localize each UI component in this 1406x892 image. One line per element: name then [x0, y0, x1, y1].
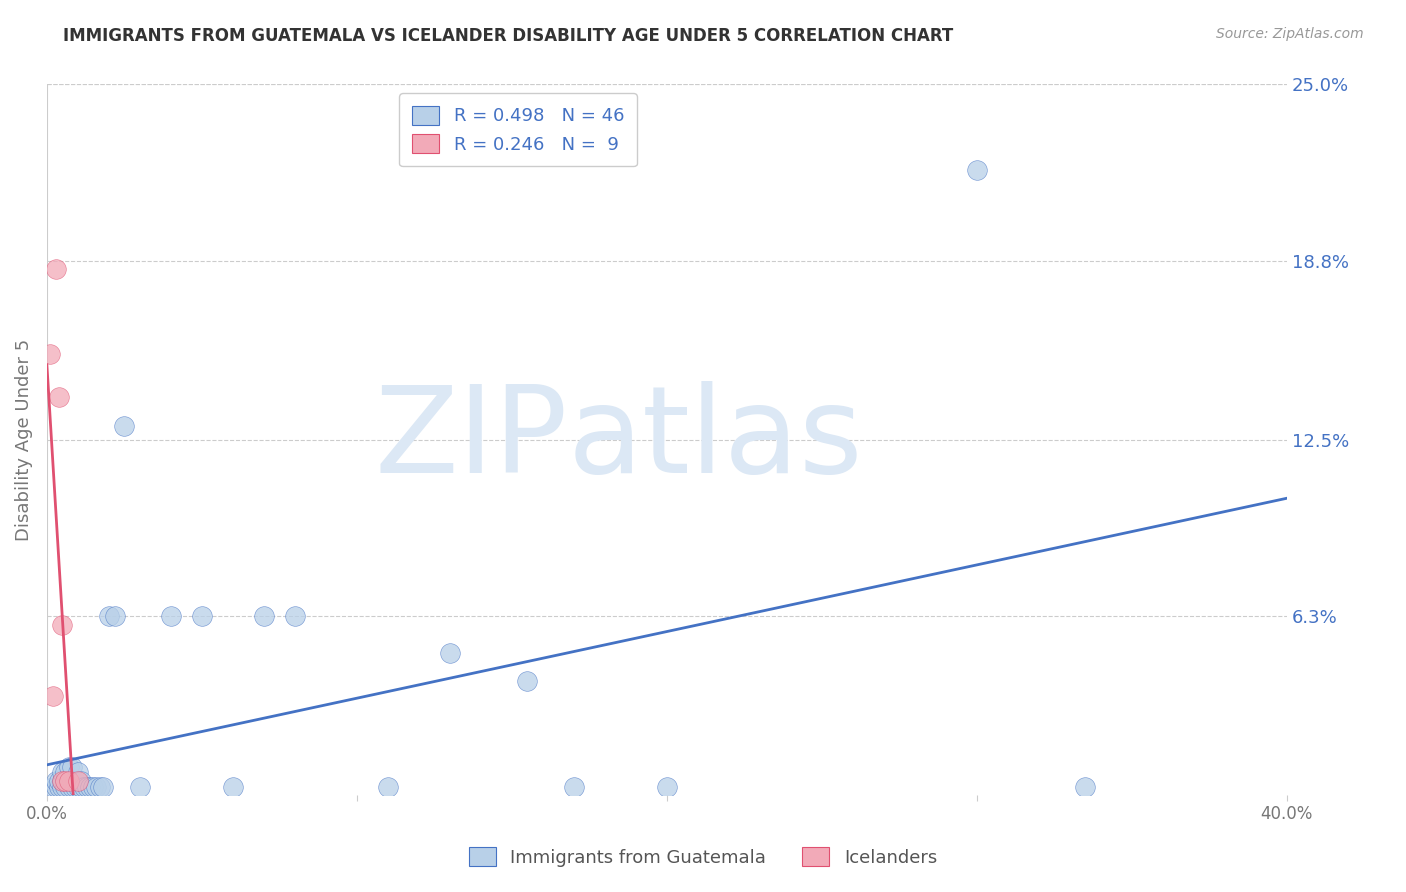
- Point: [48, 773, 70, 788]
- Point: [562, 780, 585, 794]
- Point: [97, 609, 120, 624]
- Text: Source: ZipAtlas.com: Source: ZipAtlas.com: [1216, 27, 1364, 41]
- Point: [82, 780, 104, 794]
- Point: [48, 390, 70, 404]
- Point: [128, 780, 150, 794]
- Point: [55, 780, 77, 794]
- Point: [63, 780, 86, 794]
- Point: [48, 780, 70, 794]
- Legend: R = 0.498   N = 46, R = 0.246   N =  9: R = 0.498 N = 46, R = 0.246 N = 9: [399, 94, 637, 167]
- Point: [51, 617, 73, 632]
- Point: [51, 765, 73, 780]
- Point: [377, 780, 399, 794]
- Point: [39, 347, 62, 361]
- Point: [60, 759, 83, 773]
- Point: [58, 773, 80, 788]
- Point: [70, 780, 93, 794]
- Point: [58, 780, 80, 794]
- Point: [439, 646, 461, 660]
- Point: [86, 780, 108, 794]
- Point: [70, 773, 93, 788]
- Point: [66, 765, 89, 780]
- Point: [516, 674, 538, 689]
- Point: [112, 418, 135, 433]
- Y-axis label: Disability Age Under 5: Disability Age Under 5: [15, 339, 32, 541]
- Point: [55, 773, 77, 788]
- Point: [284, 609, 307, 624]
- Point: [60, 780, 83, 794]
- Point: [655, 780, 678, 794]
- Point: [42, 689, 65, 703]
- Point: [73, 780, 96, 794]
- Point: [253, 609, 276, 624]
- Point: [45, 773, 67, 788]
- Point: [104, 609, 127, 624]
- Point: [66, 780, 89, 794]
- Point: [66, 773, 89, 788]
- Text: atlas: atlas: [568, 381, 863, 499]
- Point: [63, 773, 86, 788]
- Point: [45, 262, 67, 277]
- Text: ZIP: ZIP: [374, 381, 568, 499]
- Point: [966, 162, 988, 177]
- Point: [55, 765, 77, 780]
- Point: [51, 773, 73, 788]
- Text: IMMIGRANTS FROM GUATEMALA VS ICELANDER DISABILITY AGE UNDER 5 CORRELATION CHART: IMMIGRANTS FROM GUATEMALA VS ICELANDER D…: [63, 27, 953, 45]
- Point: [76, 780, 98, 794]
- Point: [51, 773, 73, 788]
- Point: [89, 780, 111, 794]
- Point: [91, 780, 114, 794]
- Legend: Immigrants from Guatemala, Icelanders: Immigrants from Guatemala, Icelanders: [461, 840, 945, 874]
- Point: [191, 609, 214, 624]
- Point: [58, 759, 80, 773]
- Point: [58, 773, 80, 788]
- Point: [45, 780, 67, 794]
- Point: [160, 609, 183, 624]
- Point: [55, 773, 77, 788]
- Point: [42, 780, 65, 794]
- Point: [60, 773, 83, 788]
- Point: [79, 780, 101, 794]
- Point: [1074, 780, 1097, 794]
- Point: [222, 780, 245, 794]
- Point: [51, 780, 73, 794]
